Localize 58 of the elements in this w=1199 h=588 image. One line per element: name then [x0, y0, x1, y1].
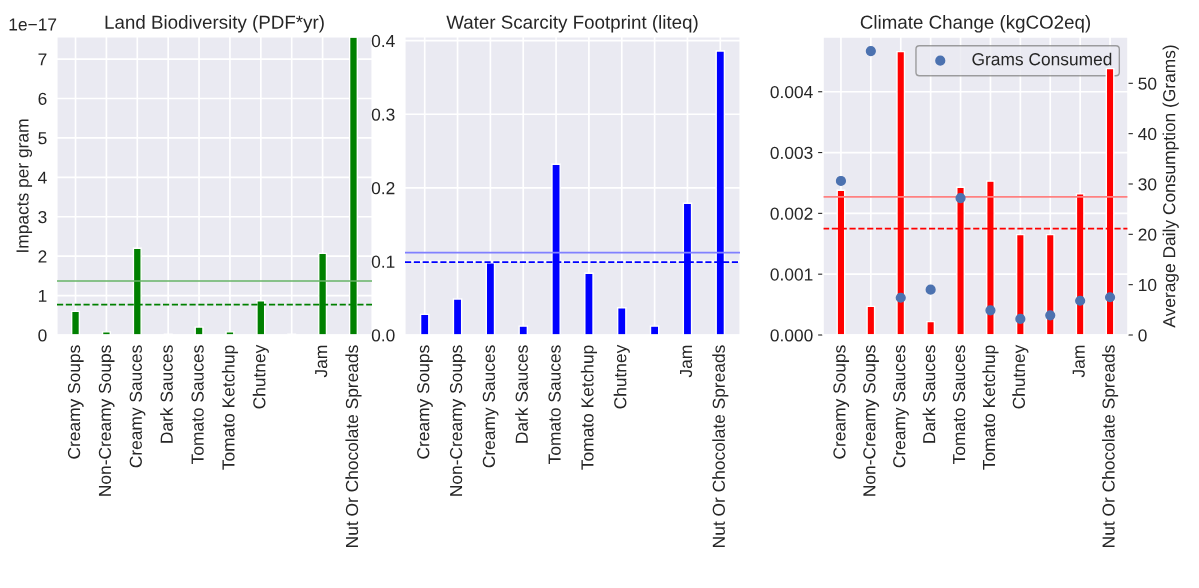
y-tick-label: 3 [38, 210, 47, 224]
y2-tick-label: 20 [1138, 228, 1157, 241]
x-tick-label: Non-Creamy Soups [449, 345, 466, 496]
y-tick-label: 5 [38, 132, 47, 145]
y-tick-label: 0.4 [371, 34, 395, 48]
chart-title: Climate Change (kgCO2eq) [860, 15, 1091, 33]
y-tick-label: 0.002 [770, 207, 813, 220]
y-tick-label: 0 [38, 329, 47, 342]
x-tick-label: Creamy Soups [417, 345, 433, 459]
x-tick-label: Tomato Sauces [548, 345, 561, 464]
x-tick-label: Creamy Soups [833, 345, 850, 459]
x-tick-label: Dark Sauces [160, 345, 173, 443]
x-tick-label: Tomato Ketchup [580, 345, 598, 470]
y2-tick-label: 40 [1138, 127, 1157, 141]
x-tick-label: Nut Or Chocolate Spreads [712, 345, 729, 547]
y-tick-label: 0.3 [371, 108, 395, 121]
x-tick-label: Creamy Sauces [893, 345, 909, 468]
y2-tick-label: 10 [1139, 278, 1157, 292]
x-tick-label: Nut Or Chocolate Spreads [345, 345, 362, 547]
x-tick-label: Jam [680, 345, 693, 378]
x-tick-label: Creamy Sauces [129, 345, 146, 468]
x-tick-label: Dark Sauces [515, 345, 528, 443]
y-axis-title: Impacts per gram [16, 119, 33, 252]
x-tick-label: Non-Creamy Soups [863, 345, 879, 496]
y-tick-label: 0.003 [770, 146, 813, 160]
y2-axis-title: Average Daily Consumption (Grams) [1162, 45, 1179, 328]
y2-tick-label: 30 [1138, 178, 1157, 191]
x-tick-label: Tomato Ketchup [982, 345, 999, 470]
y-tick-label: 4 [38, 171, 47, 184]
chart-title: Land Biodiversity (PDF*yr) [105, 15, 324, 33]
y-tick-label: 0.000 [770, 329, 813, 342]
y-tick-label: 6 [38, 92, 47, 105]
y-tick-label: 1 [38, 289, 47, 302]
y-tick-label: 0.1 [371, 255, 395, 268]
x-tick-label: Chutney [1012, 344, 1029, 409]
x-tick-label: Non-Creamy Soups [98, 345, 115, 496]
x-tick-label: Nut Or Chocolate Spreads [1101, 345, 1119, 547]
x-tick-label: Creamy Sauces [482, 345, 499, 468]
x-tick-label: Tomato Ketchup [221, 345, 239, 470]
x-tick-label: Creamy Soups [67, 345, 84, 459]
x-tick-label: Tomato Sauces [952, 345, 966, 464]
y-tick-label: 0.004 [770, 85, 813, 99]
y-tick-label: 0.001 [770, 268, 813, 281]
legend-label: Grams Consumed [972, 52, 1112, 66]
y2-tick-label: 0 [1138, 329, 1147, 342]
chart-title: Water Scarcity Footprint (liteq) [446, 15, 698, 33]
y2-tick-label: 50 [1138, 77, 1157, 90]
y-tick-label: 0.0 [371, 329, 395, 342]
x-tick-label: Dark Sauces [922, 345, 936, 443]
y-tick-label: 0.2 [371, 182, 395, 195]
y-tick-label: 2 [38, 250, 47, 263]
y-tick-label: 7 [38, 53, 47, 66]
x-tick-label: Jam [315, 345, 328, 378]
x-tick-label: Chutney [252, 344, 269, 409]
x-tick-label: Chutney [613, 344, 630, 409]
x-tick-label: Tomato Sauces [191, 345, 204, 464]
x-tick-label: Jam [1072, 345, 1085, 378]
text: 1e−17 [9, 18, 57, 31]
